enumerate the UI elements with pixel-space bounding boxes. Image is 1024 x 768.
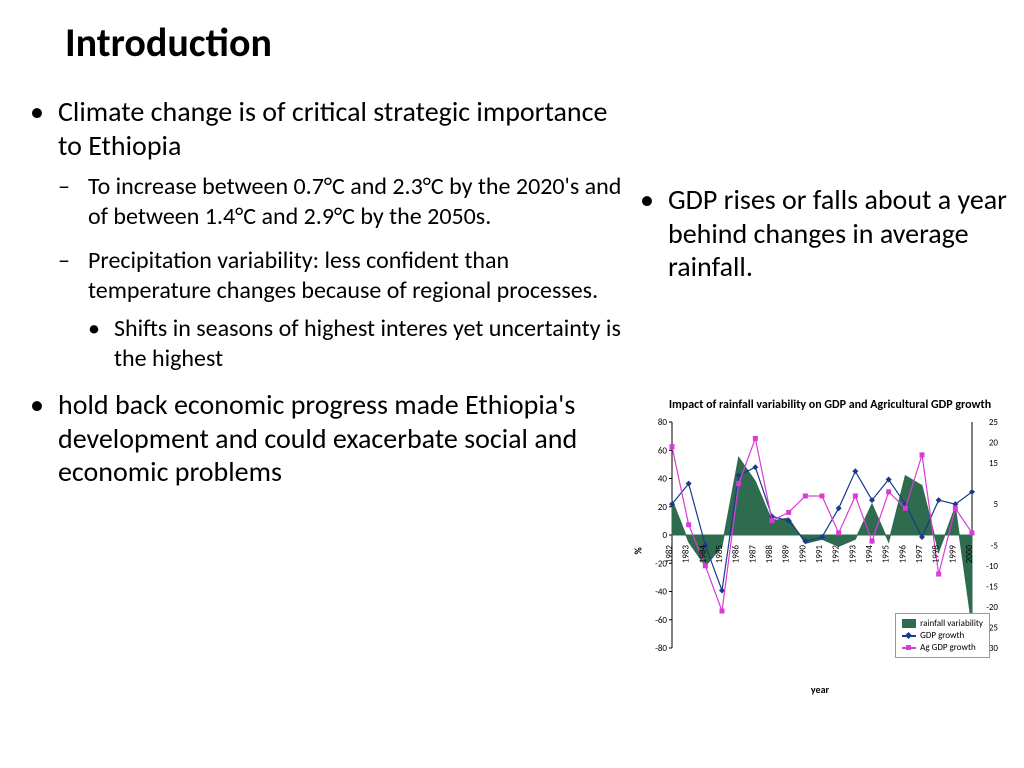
svg-text:1991: 1991	[814, 545, 825, 564]
svg-text:1990: 1990	[797, 545, 808, 564]
svg-text:1993: 1993	[847, 545, 858, 564]
svg-text:1987: 1987	[747, 545, 758, 564]
legend-gdp: GDP growth	[902, 630, 983, 641]
svg-text:1994: 1994	[864, 545, 875, 564]
right-column: GDP rises or falls about a year behind c…	[640, 183, 1010, 294]
svg-text:20: 20	[658, 502, 668, 513]
subsubbullet-shifts: Shifts in seasons of highest interes yet…	[88, 314, 630, 374]
svg-text:1989: 1989	[781, 545, 792, 564]
legend-label-rainfall: rainfall variability	[920, 618, 983, 629]
svg-text:15: 15	[989, 458, 999, 469]
chart-container: Impact of rainfall variability on GDP an…	[640, 398, 1020, 678]
svg-text:1988: 1988	[764, 545, 775, 564]
left-column: Climate change is of critical strategic …	[30, 95, 630, 499]
subbullet-precipitation: Precipitation variability: less confiden…	[58, 246, 630, 374]
svg-text:1997: 1997	[914, 545, 925, 564]
svg-text:40: 40	[658, 474, 668, 485]
subbullet-text: Precipitation variability: less confiden…	[88, 246, 598, 305]
svg-text:1985: 1985	[714, 545, 725, 564]
legend-line-gdp	[902, 635, 916, 637]
svg-text:-5: -5	[991, 540, 999, 551]
svg-text:1984: 1984	[697, 545, 708, 564]
legend-rainfall: rainfall variability	[902, 618, 983, 629]
svg-text:0: 0	[662, 530, 667, 541]
chart-area: % -80-60-40-200204060802520155-5-10-15-2…	[640, 418, 1000, 678]
svg-text:1996: 1996	[897, 545, 908, 564]
svg-text:1998: 1998	[931, 545, 942, 564]
bullet-climate-importance: Climate change is of critical strategic …	[30, 95, 630, 374]
svg-text:1992: 1992	[831, 545, 842, 564]
bullet-text: Climate change is of critical strategic …	[58, 94, 607, 163]
legend-ag: Ag GDP growth	[902, 642, 983, 653]
svg-text:-20: -20	[986, 602, 998, 613]
svg-text:2000: 2000	[964, 545, 975, 564]
chart-legend: rainfall variability GDP growth Ag GDP g…	[895, 613, 990, 658]
svg-text:1999: 1999	[947, 545, 958, 564]
chart-title: Impact of rainfall variability on GDP an…	[640, 398, 1020, 412]
svg-text:-15: -15	[986, 581, 998, 592]
svg-text:1982: 1982	[664, 545, 675, 564]
svg-text:1983: 1983	[681, 545, 692, 564]
svg-text:-80: -80	[655, 643, 667, 654]
y-axis-label: %	[632, 547, 645, 554]
page-title: Introduction	[65, 18, 272, 67]
x-axis-label: year	[640, 683, 1000, 696]
svg-text:-40: -40	[655, 587, 667, 598]
svg-text:5: 5	[993, 499, 998, 510]
svg-text:1986: 1986	[731, 545, 742, 564]
legend-label-ag: Ag GDP growth	[920, 642, 976, 653]
svg-text:25: 25	[989, 418, 999, 428]
bullet-economic: hold back economic progress made Ethiopi…	[30, 388, 630, 489]
svg-text:20: 20	[989, 438, 999, 449]
bullet-gdp-rainfall: GDP rises or falls about a year behind c…	[640, 183, 1010, 284]
svg-text:-10: -10	[986, 561, 998, 572]
subbullet-temperature: To increase between 0.7°C and 2.3°C by t…	[58, 172, 630, 232]
legend-label-gdp: GDP growth	[920, 630, 964, 641]
legend-swatch-rainfall	[902, 619, 916, 628]
svg-text:80: 80	[658, 418, 668, 428]
svg-text:1995: 1995	[881, 545, 892, 564]
svg-text:60: 60	[658, 445, 668, 456]
legend-line-ag	[902, 647, 916, 649]
svg-text:-60: -60	[655, 615, 667, 626]
